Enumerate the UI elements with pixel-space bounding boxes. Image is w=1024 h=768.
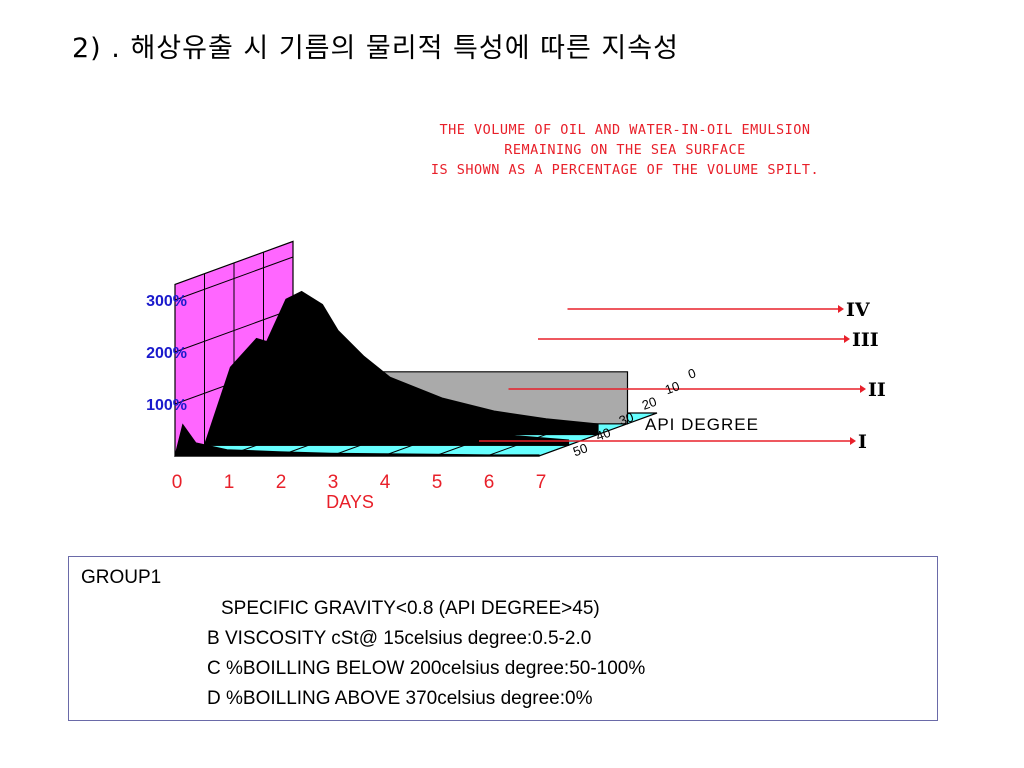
x-tick-label: 2: [276, 472, 287, 493]
slide-title: 2) . 해상유출 시 기름의 물리적 특성에 따른 지속성: [72, 33, 679, 64]
series-i-label: I: [858, 431, 867, 453]
group-line-specific-gravity: SPECIFIC GRAVITY<0.8 (API DEGREE>45): [221, 598, 600, 619]
x-tick-label: 0: [172, 472, 183, 493]
persistence-chart: IV III II I THE VOLUME OF OIL AND WATER-IN-O…: [146, 122, 886, 512]
group-line-boiling-below: C %BOILLING BELOW 200celsius degree:50-1…: [207, 658, 646, 679]
z-axis-title: API DEGREE: [645, 415, 759, 434]
chart-series: [174, 290, 629, 457]
series-iv-arrowhead: [838, 305, 844, 313]
z-tick-label: 20: [640, 394, 659, 413]
group-heading: GROUP1: [81, 567, 162, 588]
series-iii-arrowhead: [844, 335, 850, 343]
series-ii-label: II: [868, 379, 886, 401]
z-tick-label: 30: [617, 409, 636, 428]
back-wall-hline: [174, 256, 294, 301]
series-i-arrowhead: [850, 437, 856, 445]
x-tick-label: 3: [328, 472, 339, 493]
x-tick-label: 5: [432, 472, 443, 493]
chart-title-line: IS SHOWN AS A PERCENTAGE OF THE VOLUME S…: [431, 162, 819, 178]
group-line-viscosity: B VISCOSITY cSt@ 15celsius degree:0.5-2.…: [207, 628, 592, 649]
z-tick-label: 50: [571, 440, 590, 459]
back-wall-hline: [174, 308, 294, 353]
x-tick-label: 6: [484, 472, 495, 493]
series-iv-label: IV: [846, 299, 871, 321]
y-tick-label: 300%: [146, 293, 187, 310]
x-tick-label: 4: [380, 472, 391, 493]
z-tick-label: 40: [594, 425, 613, 444]
series-ii-arrowhead: [860, 385, 866, 393]
group-line-boiling-above: D %BOILLING ABOVE 370celsius degree:0%: [207, 688, 593, 709]
series-ii-area: [203, 337, 570, 446]
series-i-area: [174, 423, 540, 457]
group-info-box: GROUP1 SPECIFIC GRAVITY<0.8 (API DEGREE>…: [68, 556, 938, 721]
y-tick-label: 100%: [146, 397, 187, 414]
y-tick-label: 200%: [146, 345, 187, 362]
x-axis-title: DAYS: [326, 492, 374, 512]
z-tick-label: 10: [663, 378, 682, 397]
chart-title-line: THE VOLUME OF OIL AND WATER-IN-OIL EMULS…: [440, 122, 811, 138]
chart-title-line: REMAINING ON THE SEA SURFACE: [504, 142, 746, 158]
x-tick-label: 1: [224, 472, 235, 493]
x-tick-label: 7: [536, 472, 547, 493]
z-tick-label: 0: [686, 365, 698, 382]
series-iii-label: III: [852, 329, 879, 351]
